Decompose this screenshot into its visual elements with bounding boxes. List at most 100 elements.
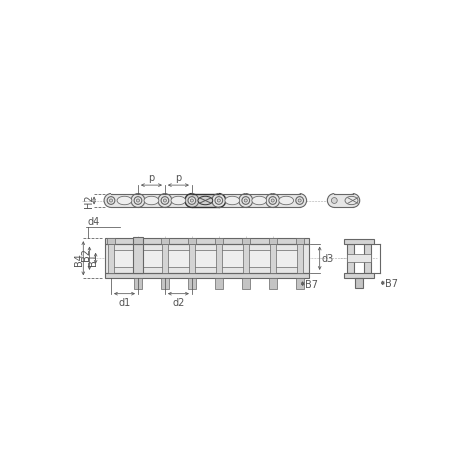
Ellipse shape [344, 197, 357, 205]
Bar [242, 244, 248, 273]
Text: B2: B2 [81, 247, 91, 261]
Circle shape [238, 194, 252, 208]
Bar [272, 194, 299, 208]
Bar [162, 244, 168, 273]
Text: B4: B4 [74, 252, 84, 265]
Bar [295, 239, 303, 244]
Circle shape [185, 194, 198, 208]
Circle shape [295, 197, 303, 205]
Ellipse shape [197, 197, 212, 205]
Circle shape [265, 194, 279, 208]
Bar [364, 244, 370, 273]
Circle shape [163, 200, 166, 202]
Circle shape [345, 194, 359, 208]
Circle shape [212, 194, 225, 208]
Bar [164, 250, 191, 267]
Text: d3: d3 [321, 254, 334, 263]
Circle shape [161, 197, 168, 205]
Circle shape [217, 200, 220, 202]
Circle shape [212, 194, 225, 208]
Bar [108, 244, 114, 273]
Text: B7: B7 [384, 278, 397, 288]
Bar [334, 194, 352, 208]
Bar [241, 239, 249, 244]
Circle shape [190, 200, 193, 202]
Bar [214, 239, 222, 244]
Bar [215, 244, 221, 273]
Circle shape [157, 194, 172, 208]
Circle shape [327, 194, 341, 208]
Circle shape [214, 197, 222, 205]
Circle shape [265, 194, 279, 208]
Bar [268, 239, 276, 244]
Bar [241, 279, 249, 290]
Circle shape [134, 197, 141, 205]
Bar [296, 244, 302, 273]
Circle shape [327, 194, 341, 208]
Bar [269, 244, 275, 273]
Bar [161, 279, 168, 290]
Bar [105, 244, 308, 273]
Text: p: p [148, 173, 154, 183]
Ellipse shape [171, 197, 185, 205]
Text: p: p [175, 173, 181, 183]
Circle shape [268, 197, 276, 205]
Ellipse shape [278, 197, 293, 205]
Circle shape [345, 194, 359, 208]
Bar [132, 244, 143, 273]
Bar [164, 194, 191, 208]
Bar [354, 278, 363, 289]
Bar [245, 250, 272, 267]
Bar [272, 250, 299, 267]
Text: d2: d2 [172, 297, 184, 307]
Bar [133, 237, 142, 244]
Circle shape [271, 200, 274, 202]
Bar [218, 194, 245, 208]
Circle shape [238, 194, 252, 208]
Circle shape [292, 194, 306, 208]
Bar [191, 250, 218, 267]
Bar [214, 279, 222, 290]
Circle shape [297, 200, 301, 202]
Circle shape [131, 194, 145, 208]
Circle shape [109, 200, 112, 202]
Bar [188, 279, 195, 290]
Text: H2: H2 [84, 194, 94, 208]
Bar [218, 250, 245, 267]
Bar [105, 244, 308, 273]
Text: B7: B7 [304, 279, 317, 289]
Circle shape [104, 194, 118, 208]
Circle shape [107, 197, 115, 205]
Bar [111, 250, 138, 267]
Bar [134, 244, 141, 273]
Bar [188, 239, 195, 244]
Circle shape [330, 198, 336, 204]
Circle shape [131, 194, 145, 208]
Bar [346, 255, 370, 263]
Circle shape [244, 200, 247, 202]
Bar [268, 279, 276, 290]
Ellipse shape [117, 197, 132, 205]
Bar [107, 239, 115, 244]
Bar [346, 244, 353, 273]
Circle shape [136, 200, 139, 202]
Bar [295, 279, 303, 290]
Bar [105, 239, 308, 244]
Circle shape [157, 194, 172, 208]
Ellipse shape [251, 197, 266, 205]
Text: d1: d1 [118, 297, 130, 307]
Circle shape [241, 197, 249, 205]
Bar [134, 239, 141, 244]
Bar [111, 194, 138, 208]
Circle shape [188, 197, 195, 205]
Bar [191, 194, 218, 208]
Bar [344, 240, 373, 244]
Bar [105, 273, 308, 279]
Bar [138, 194, 164, 208]
Circle shape [185, 194, 198, 208]
Text: B1: B1 [87, 252, 97, 265]
Bar [161, 239, 168, 244]
Bar [138, 250, 164, 267]
Bar [344, 273, 373, 278]
Ellipse shape [224, 197, 239, 205]
